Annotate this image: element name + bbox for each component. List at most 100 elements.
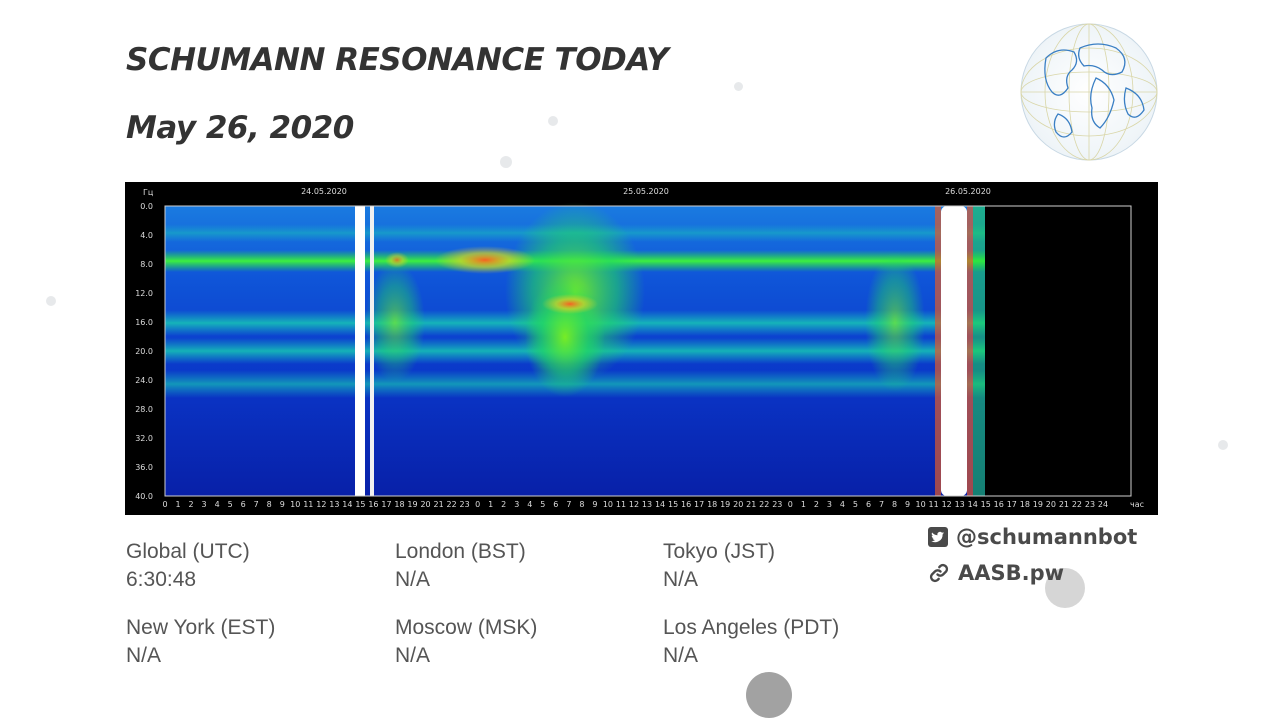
timezone-cell: New York (EST) N/A [126,614,395,670]
x-tick-label: 1 [175,500,180,509]
x-tick-label: 18 [1020,500,1030,509]
spectrogram-empty-area [985,206,1131,496]
x-tick-label: 2 [501,500,506,509]
x-tick-label: 5 [853,500,858,509]
x-tick-label: 8 [579,500,584,509]
x-tick-label: 13 [329,500,339,509]
y-tick-label: 40.0 [135,492,153,501]
x-tick-label: 4 [215,500,220,509]
page-title: SCHUMANN RESONANCE TODAY [126,42,669,78]
x-tick-label: 3 [827,500,832,509]
x-tick-label: 5 [228,500,233,509]
x-tick-label: 21 [1059,500,1069,509]
x-tick-label: 0 [475,500,480,509]
activity-region [365,262,425,382]
x-tick-label: 9 [280,500,285,509]
x-tick-label: 14 [968,500,978,509]
spectrogram: Гц час 24.05.2020 25.05.2020 26.05.2020 … [125,182,1158,515]
x-tick-label: 8 [892,500,897,509]
timezone-cell: Moscow (MSK) N/A [395,614,663,670]
background-dot [46,296,56,306]
y-tick-label: 16.0 [135,318,153,327]
timezone-cell: London (BST) N/A [395,538,663,594]
x-tick-label: 23 [1085,500,1095,509]
timezone-value: 6:30:48 [126,568,197,591]
x-unit-label: час [1130,500,1144,509]
x-tick-label: 22 [1072,500,1082,509]
saturation-edge [967,206,973,496]
x-tick-label: 18 [394,500,404,509]
x-tick-label: 11 [929,500,939,509]
date-label: 25.05.2020 [623,187,669,196]
x-tick-label: 10 [916,500,926,509]
background-dot [548,116,558,126]
timezone-label: London (BST) [395,540,526,563]
x-tick-label: 22 [759,500,769,509]
y-tick-label: 4.0 [140,231,153,240]
x-tick-label: 3 [514,500,519,509]
twitter-handle: @schumannbot [956,525,1138,549]
timezone-label: Los Angeles (PDT) [663,616,840,639]
x-tick-label: 15 [981,500,991,509]
link-icon [929,563,949,583]
x-tick-label: 3 [202,500,207,509]
y-tick-label: 8.0 [140,260,153,269]
globe-logo [1018,18,1160,166]
activity-region [865,252,925,392]
timezone-value: N/A [126,644,162,667]
x-tick-label: 19 [720,500,730,509]
timezone-value: N/A [395,644,431,667]
x-tick-label: 6 [241,500,246,509]
saturation-edge [973,206,985,496]
page-date: May 26, 2020 [126,110,354,146]
hot-region [542,294,598,314]
twitter-link[interactable]: @schumannbot [928,525,1137,549]
x-tick-label: 11 [616,500,626,509]
x-tick-label: 17 [381,500,391,509]
website-link[interactable]: AASB.pw [928,561,1137,585]
x-tick-label: 4 [840,500,845,509]
x-tick-label: 7 [879,500,884,509]
saturation-edge [935,206,941,496]
saturation-zone [941,206,967,496]
x-tick-label: 7 [566,500,571,509]
x-tick-label: 17 [1007,500,1017,509]
x-tick-label: 19 [407,500,417,509]
x-tick-label: 7 [254,500,259,509]
y-tick-label: 12.0 [135,289,153,298]
background-dot [1045,568,1085,608]
x-tick-label: 1 [488,500,493,509]
date-label: 26.05.2020 [945,187,991,196]
x-tick-label: 0 [162,500,167,509]
x-tick-label: 14 [655,500,665,509]
background-dot [500,156,512,168]
x-tick-label: 23 [772,500,782,509]
x-tick-label: 12 [942,500,952,509]
timezone-grid: Global (UTC) 6:30:48 London (BST) N/A To… [126,538,926,670]
y-tick-label: 28.0 [135,405,153,414]
timezone-cell: Los Angeles (PDT) N/A [663,614,926,670]
spectrogram-frame [164,205,1132,497]
timezone-label: Moscow (MSK) [395,616,538,639]
x-tick-label: 11 [303,500,313,509]
y-tick-label: 36.0 [135,463,153,472]
timezone-cell: Tokyo (JST) N/A [663,538,926,594]
x-tick-label: 0 [788,500,793,509]
x-tick-label: 16 [368,500,378,509]
x-tick-label: 22 [447,500,457,509]
x-tick-label: 2 [814,500,819,509]
background-dot [734,82,743,91]
x-tick-label: 12 [316,500,326,509]
x-tick-label: 15 [355,500,365,509]
social-links: @schumannbot AASB.pw [928,525,1137,597]
x-tick-label: 20 [733,500,743,509]
timezone-value: N/A [663,644,699,667]
y-unit-label: Гц [143,188,154,197]
x-tick-label: 19 [1033,500,1043,509]
x-tick-label: 20 [1046,500,1056,509]
x-tick-label: 14 [342,500,352,509]
x-tick-label: 10 [290,500,300,509]
y-tick-label: 20.0 [135,347,153,356]
saturation-stripe [370,206,374,496]
x-tick-label: 6 [553,500,558,509]
